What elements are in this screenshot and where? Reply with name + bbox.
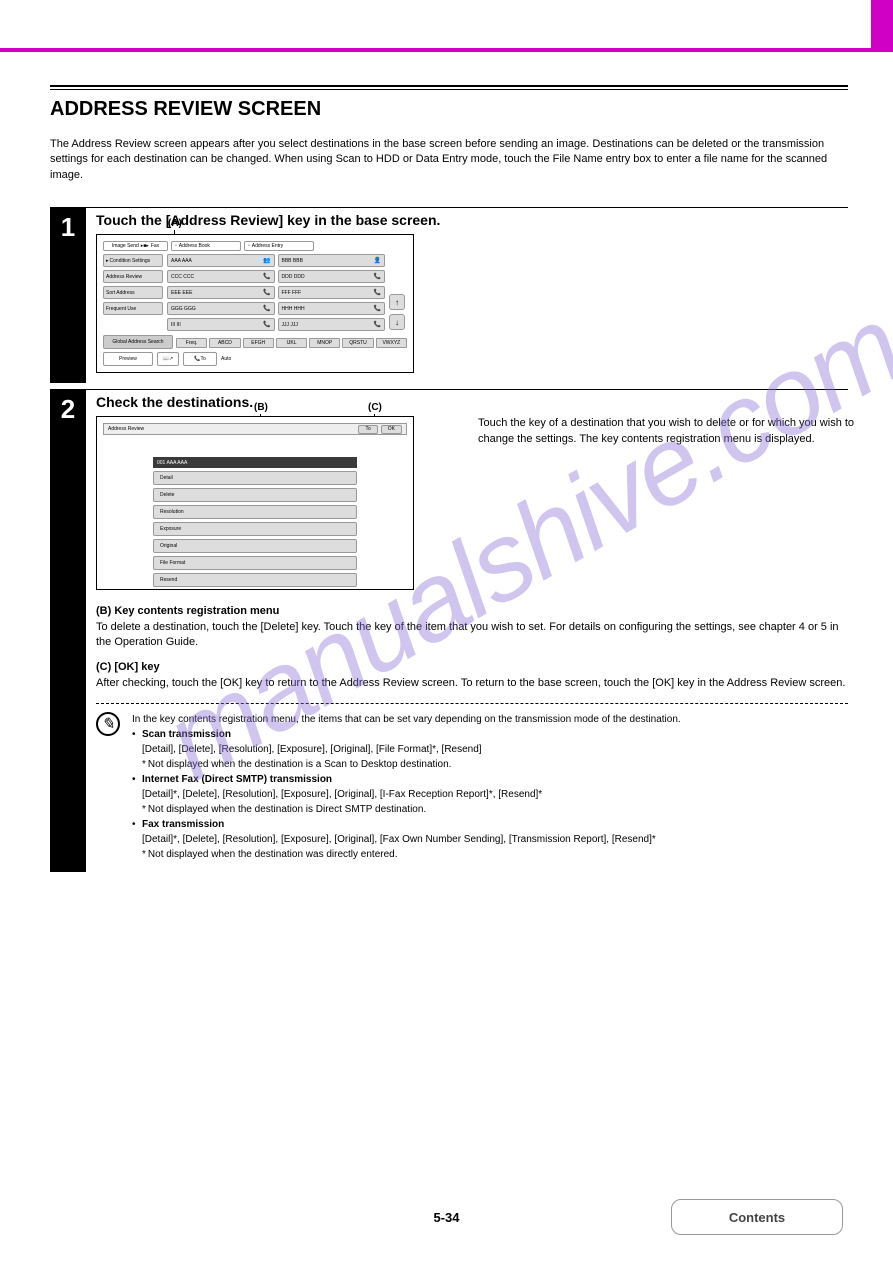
global-search-button[interactable]: Global Address Search <box>103 335 173 349</box>
address-entry[interactable]: BBB BBB👤 <box>278 254 386 267</box>
step-heading: Check the destinations. <box>96 394 848 410</box>
step-1: 1 Touch the [Address Review] key in the … <box>50 207 848 383</box>
sidebar-frequent[interactable]: Frequent Use <box>103 302 163 315</box>
to-button[interactable]: 📞 To <box>183 352 217 366</box>
callout-b-heading: (B) Key contents registration menu <box>96 604 848 619</box>
entry-title-bar: 001 AAA AAA <box>153 457 357 468</box>
callout-b-text: To delete a destination, touch the [Dele… <box>96 620 848 651</box>
scroll-down-button[interactable]: ↓ <box>389 314 405 330</box>
scroll-up-button[interactable]: ↑ <box>389 294 405 310</box>
callout-label-b: (B) <box>254 402 268 413</box>
note-body: In the key contents registration menu, t… <box>132 712 848 862</box>
callout-label-a: (A) <box>168 218 182 229</box>
letter-tabs: Freq.ABCDEFGHIJKLMNOPQRSTUVWXYZ <box>176 338 407 349</box>
registration-menu-screen: Address Review To OK 001 AAA AAA DetailD… <box>96 416 414 590</box>
screen-header: Address Review To OK <box>103 423 407 435</box>
ok-button[interactable]: OK <box>381 425 402 434</box>
callout-c-text: After checking, touch the [OK] key to re… <box>96 676 848 691</box>
header-rule <box>0 48 893 52</box>
letter-tab[interactable]: Freq. <box>176 338 207 348</box>
address-entry[interactable]: CCC CCC📞 <box>167 270 275 283</box>
tab-address-entry[interactable]: ▫Address Entry <box>244 241 314 251</box>
to-button[interactable]: To <box>358 425 377 434</box>
address-entry[interactable]: FFF FFF📞 <box>278 286 386 299</box>
page-title: ADDRESS REVIEW SCREEN <box>50 98 848 121</box>
menu-column: Detail Delete Resolution Exposure Original Fi… <box>153 471 357 587</box>
page-content: ADDRESS REVIEW SCREEN The Address Review… <box>50 85 848 878</box>
auto-label: Auto <box>221 356 231 362</box>
menu-item-detail[interactable]: Detail <box>153 471 357 485</box>
step-2: 2 Check the destinations. Touch the key … <box>50 389 848 872</box>
step-number: 1 <box>50 208 86 383</box>
step-number: 2 <box>50 390 86 872</box>
note-icon: ✎ <box>96 712 120 736</box>
address-grid: AAA AAA👥BBB BBB👤CCC CCC📞DDD DDD📞EEE EEE📞… <box>167 254 385 331</box>
address-entry[interactable]: AAA AAA👥 <box>167 254 275 267</box>
intro-paragraph: The Address Review screen appears after … <box>50 137 848 183</box>
tab-marker <box>871 0 893 48</box>
note-divider <box>96 703 848 704</box>
callout-c-heading: (C) [OK] key <box>96 660 848 675</box>
menu-item-resend[interactable]: Resend <box>153 573 357 587</box>
address-book-screen: Image Send▸■▸Fax ▫Address Book ▫Address … <box>96 234 414 373</box>
menu-item-original[interactable]: Original <box>153 539 357 553</box>
menu-item-file-format[interactable]: File Format <box>153 556 357 570</box>
address-entry[interactable]: EEE EEE📞 <box>167 286 275 299</box>
address-entry[interactable]: III III📞 <box>167 318 275 331</box>
section-divider <box>50 85 848 90</box>
letter-tab[interactable]: QRSTU <box>342 338 373 348</box>
callout-label-c: (C) <box>368 402 382 413</box>
address-entry[interactable]: GGG GGG📞 <box>167 302 275 315</box>
step-description: Touch the key of a destination that you … <box>478 416 878 447</box>
sidebar-sort[interactable]: Sort Address <box>103 286 163 299</box>
letter-tab[interactable]: MNOP <box>309 338 340 348</box>
letter-tab[interactable]: ABCD <box>209 338 240 348</box>
preview-button[interactable]: Preview <box>103 352 153 366</box>
page-number: 5-34 <box>433 1210 459 1225</box>
contents-button[interactable]: Contents <box>671 1199 843 1235</box>
menu-item-exposure[interactable]: Exposure <box>153 522 357 536</box>
address-entry[interactable]: JJJ JJJ📞 <box>278 318 386 331</box>
letter-tab[interactable]: VWXYZ <box>376 338 407 348</box>
sidebar-condition[interactable]: Condition Settings <box>103 254 163 267</box>
menu-item-delete[interactable]: Delete <box>153 488 357 502</box>
book-icon-button[interactable]: 📖↗ <box>157 352 179 366</box>
step-heading: Touch the [Address Review] key in the ba… <box>96 212 848 228</box>
tab-address-book[interactable]: ▫Address Book <box>171 241 241 251</box>
letter-tab[interactable]: EFGH <box>243 338 274 348</box>
letter-tab[interactable]: IJKL <box>276 338 307 348</box>
sidebar-address-review[interactable]: Address Review <box>103 270 163 283</box>
menu-item-resolution[interactable]: Resolution <box>153 505 357 519</box>
breadcrumb: Image Send▸■▸Fax <box>103 241 168 251</box>
address-entry[interactable]: DDD DDD📞 <box>278 270 386 283</box>
address-entry[interactable]: HHH HHH📞 <box>278 302 386 315</box>
